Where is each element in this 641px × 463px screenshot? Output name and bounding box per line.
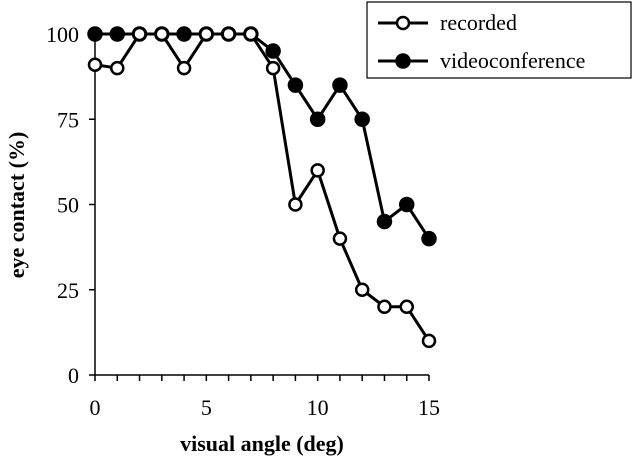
data-point-recorded — [243, 26, 259, 42]
data-point-recorded — [87, 57, 103, 72]
data-point-videoconference — [398, 196, 415, 213]
legend-item-videoconference: videoconference — [378, 48, 585, 73]
data-point-videoconference — [287, 77, 304, 93]
x-axis-title: visual angle (deg) — [180, 431, 344, 456]
data-point-videoconference — [421, 230, 437, 247]
y-tick-label: 25 — [57, 278, 79, 303]
x-tick-label: 10 — [307, 395, 329, 420]
data-point-videoconference — [109, 26, 126, 42]
data-point-recorded — [288, 197, 303, 212]
data-point-recorded — [421, 333, 437, 349]
data-point-recorded — [377, 299, 392, 315]
y-tick-label: 75 — [57, 107, 79, 132]
data-point-videoconference — [87, 26, 103, 42]
data-point-videoconference — [309, 111, 326, 127]
series-recorded — [87, 26, 437, 349]
data-point-recorded — [176, 60, 192, 76]
data-point-videoconference — [354, 111, 370, 127]
data-point-recorded — [399, 299, 414, 315]
data-point-recorded — [132, 26, 147, 42]
data-point-recorded — [354, 282, 370, 297]
data-point-recorded — [110, 60, 125, 76]
data-point-recorded — [154, 26, 170, 42]
legend: recorded videoconference — [366, 1, 632, 79]
data-point-recorded — [310, 163, 325, 178]
x-axis-ticks: 0 5 10 15 — [90, 375, 440, 420]
x-tick-label: 5 — [201, 395, 212, 420]
data-point-recorded — [265, 60, 281, 76]
legend-item-recorded: recorded — [378, 10, 517, 35]
y-tick-label: 0 — [68, 363, 79, 388]
legend-marker-recorded — [395, 15, 411, 31]
legend-label-recorded: recorded — [440, 10, 517, 35]
y-tick-label: 50 — [57, 193, 79, 218]
y-axis-ticks: 0 25 50 75 100 — [46, 22, 95, 388]
data-point-videoconference — [265, 43, 281, 59]
data-point-videoconference — [376, 213, 393, 230]
series-line-recorded — [94, 32, 431, 342]
x-tick-label: 15 — [418, 395, 440, 420]
legend-marker-videoconference — [395, 53, 411, 69]
axes — [94, 34, 429, 376]
y-tick-label: 100 — [46, 22, 79, 47]
legend-box — [366, 1, 632, 79]
data-point-videoconference — [332, 77, 348, 93]
data-point-recorded — [199, 26, 214, 42]
x-tick-label: 0 — [90, 395, 101, 420]
data-point-recorded — [332, 231, 348, 246]
data-point-videoconference — [176, 26, 192, 42]
data-point-recorded — [221, 26, 236, 42]
y-axis-title: eye contact (%) — [4, 132, 29, 279]
series-layer — [87, 26, 437, 349]
legend-label-videoconference: videoconference — [440, 48, 585, 73]
